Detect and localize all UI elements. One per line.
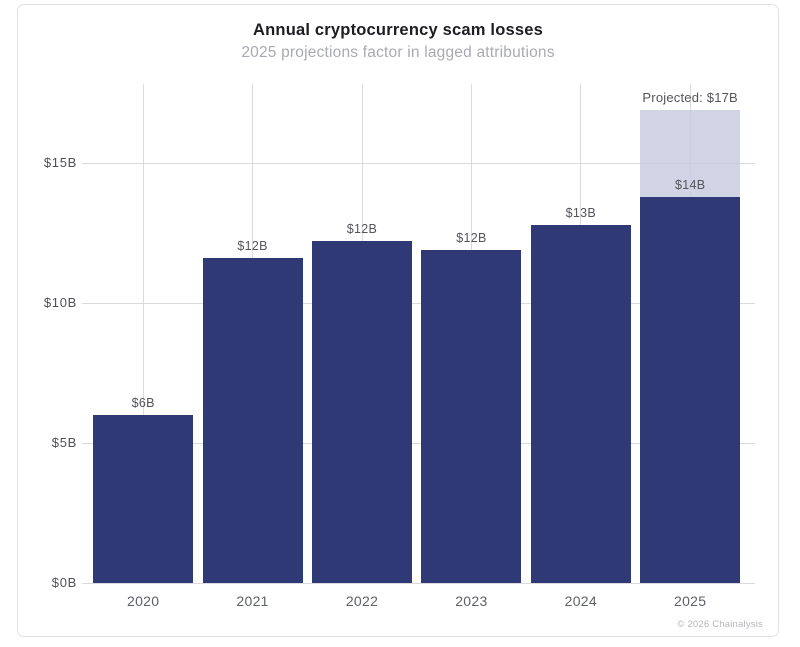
gridline-$5B [82, 442, 755, 444]
chart-title: Annual cryptocurrency scam losses [253, 21, 543, 39]
y-tick-label-$0B: $0B [51, 575, 77, 590]
x-label-2025: 2025 [674, 593, 707, 609]
bar-label-2023: $12B [456, 230, 487, 245]
gridline-$0B [82, 582, 755, 584]
y-tick-label-$5B: $5B [51, 435, 77, 450]
y-tick-label-$15B: $15B [43, 155, 77, 170]
bar-label-2020: $6B [131, 396, 155, 410]
bar-2021 [202, 258, 303, 583]
x-label-2024: 2024 [564, 593, 597, 609]
gridline-vertical-2020 [142, 84, 144, 583]
chart-subtitle: 2025 projections factor in lagged attrib… [241, 44, 555, 61]
bar-2025 [640, 196, 741, 583]
gridline-$10B [82, 302, 755, 304]
y-tick-label-$10B: $10B [43, 295, 77, 310]
projected-segment-2025 [640, 109, 741, 197]
bar-label-2022: $12B [346, 222, 378, 237]
bar-2020 [93, 415, 194, 583]
x-label-2022: 2022 [345, 593, 379, 609]
bar-label-2025: $14B [674, 177, 706, 192]
gridline-$15B [82, 162, 755, 164]
copyright-text: © 2026 Chainalysis [677, 619, 763, 630]
x-label-2020: 2020 [127, 593, 160, 609]
bar-2023 [421, 249, 522, 583]
x-label-2023: 2023 [455, 593, 488, 609]
projected-label-2025: Projected: $17B [642, 89, 738, 105]
x-label-2021: 2021 [236, 593, 269, 609]
bar-label-2024: $13B [565, 205, 596, 220]
bar-2024 [530, 224, 631, 583]
bar-2022 [312, 241, 412, 583]
bar-label-2021: $12B [237, 239, 268, 254]
